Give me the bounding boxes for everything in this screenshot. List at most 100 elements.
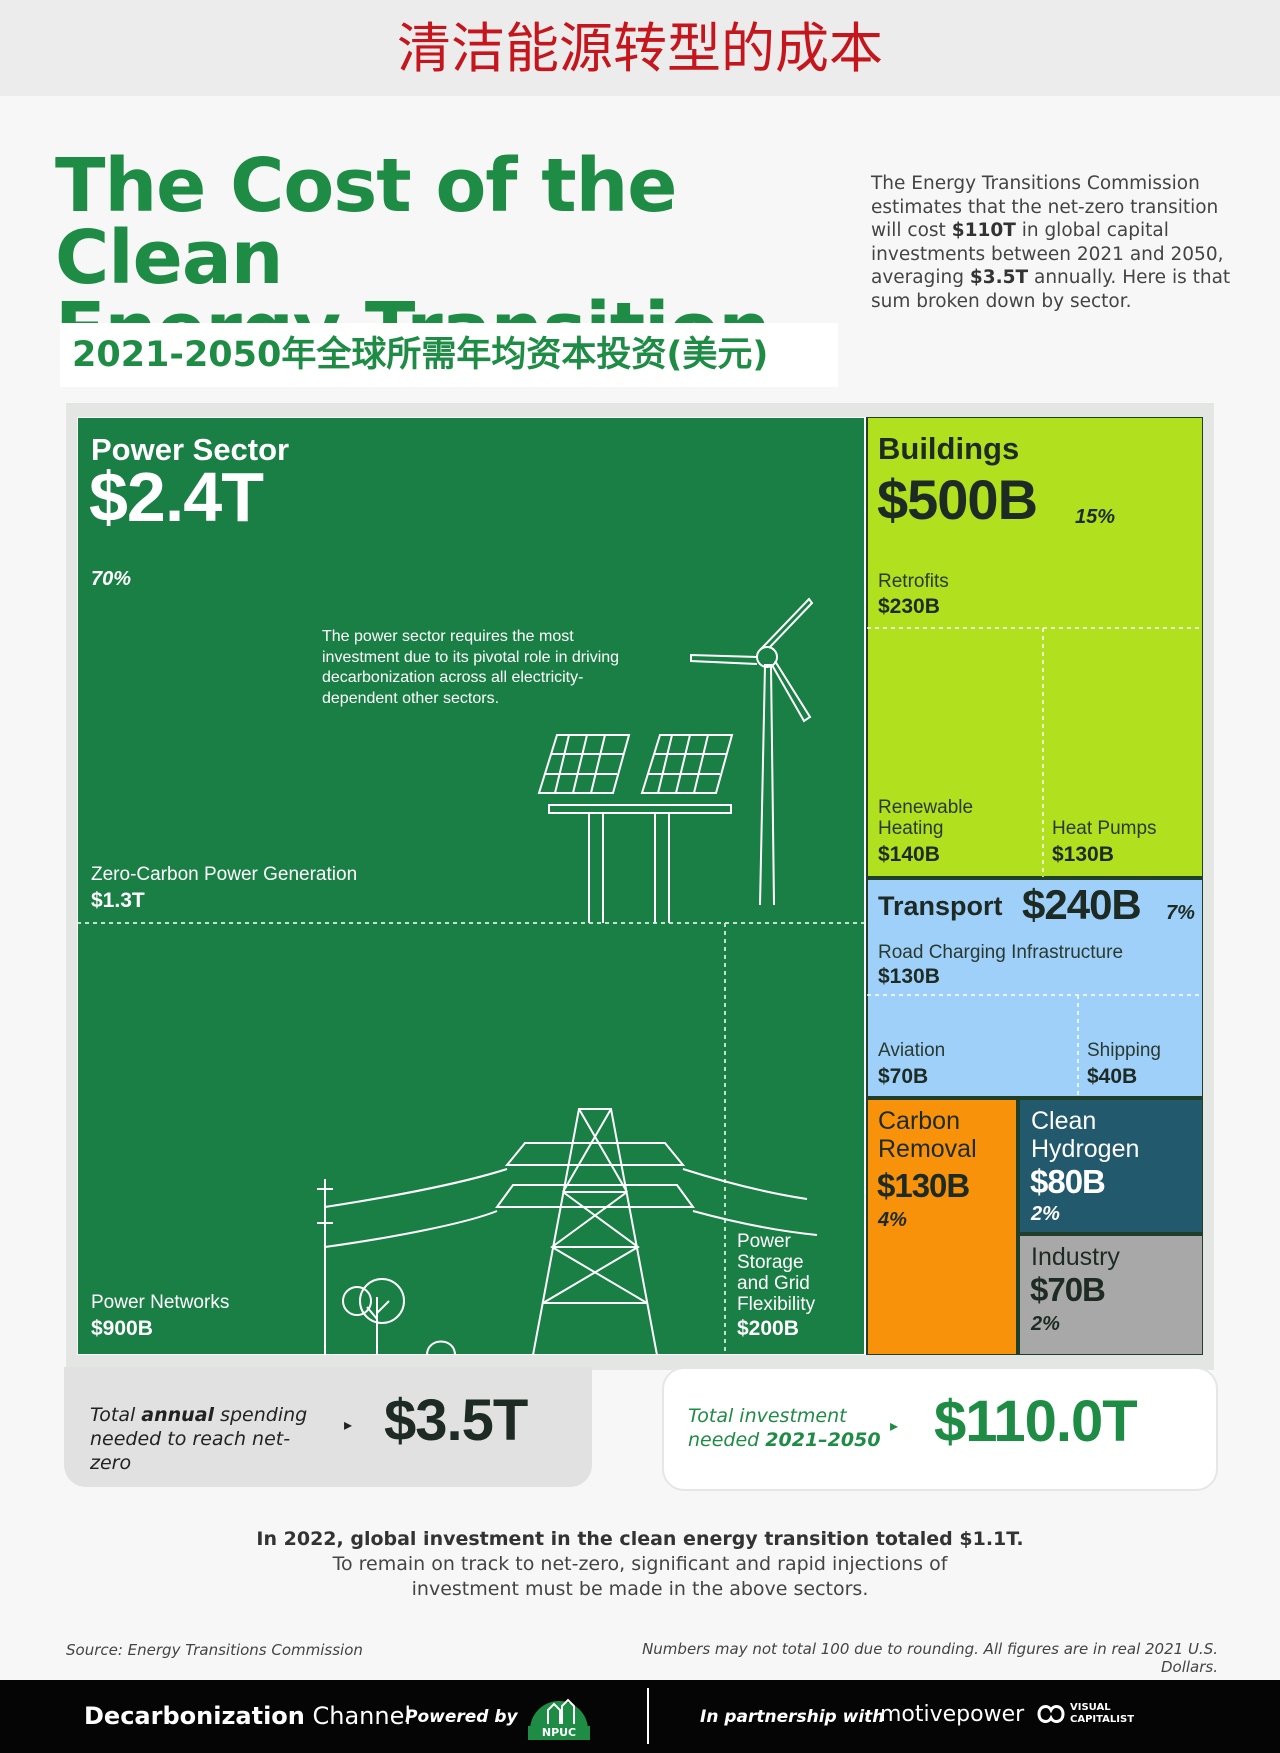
power-storage-name-3: and Grid bbox=[737, 1273, 810, 1294]
aviation-name: Aviation bbox=[878, 1040, 945, 1061]
chart-subtitle: 2021-2050年全球所需年均资本投资(美元) bbox=[72, 335, 769, 375]
solar-panel-icon bbox=[537, 734, 734, 923]
annual-label-part: Total bbox=[90, 1404, 142, 1426]
clean-hydrogen-tile bbox=[1018, 1098, 1203, 1234]
vc-line2: CAPITALIST bbox=[1070, 1714, 1135, 1725]
arrow-right-icon: ▸ bbox=[890, 1416, 899, 1435]
power-storage-name-4: Flexibility bbox=[737, 1294, 816, 1315]
investment-total-panel: Total investment needed 2021–2050 ▸ $110… bbox=[662, 1367, 1218, 1491]
source-note: Source: Energy Transitions Commission bbox=[66, 1641, 363, 1659]
powered-by-label: Powered by bbox=[405, 1707, 518, 1727]
arrow-right-icon: ▸ bbox=[344, 1415, 353, 1434]
industry-share: 2% bbox=[1030, 1313, 1060, 1335]
annual-label-emphasis: annual bbox=[141, 1404, 215, 1426]
partnership-label: In partnership with bbox=[700, 1707, 885, 1727]
carbon-removal-name-1: Carbon bbox=[878, 1107, 960, 1135]
bottom-bar: Decarbonization Channel Powered by NPUC … bbox=[0, 1680, 1280, 1753]
npuc-logo-graphic bbox=[528, 1698, 590, 1740]
npuc-logo: NPUC bbox=[524, 1690, 594, 1742]
buildings-share: 15% bbox=[1075, 506, 1115, 528]
transport-name: Transport bbox=[878, 891, 1003, 921]
investment-label-part: needed bbox=[688, 1429, 766, 1451]
intro-part: in global capital investments between 20… bbox=[871, 220, 1224, 288]
treemap: Power Sector $2.4T 70% The power sector … bbox=[77, 417, 1203, 1355]
power-sector-value: $2.4T bbox=[89, 458, 263, 536]
footer-line3: investment must be made in the above sec… bbox=[411, 1578, 869, 1600]
motivepower-logo: motivepower bbox=[880, 1702, 1025, 1727]
buildings-tile bbox=[866, 417, 1203, 878]
carbon-removal-value: $130B bbox=[877, 1167, 969, 1204]
power-sector-name: Power Sector bbox=[91, 432, 289, 467]
retrofits-name: Retrofits bbox=[878, 571, 949, 592]
clean-hydrogen-name-2: Hydrogen bbox=[1031, 1135, 1139, 1163]
retrofits-value: $230B bbox=[878, 595, 940, 618]
road-charging-value: $130B bbox=[878, 965, 940, 988]
brand-light: Channel bbox=[304, 1702, 412, 1730]
power-sector-description: The power sector requires the most inves… bbox=[322, 628, 620, 707]
bottom-divider bbox=[647, 1688, 649, 1744]
shipping-value: $40B bbox=[1087, 1065, 1137, 1088]
power-sector-tile bbox=[77, 417, 866, 1355]
subdivision-lines bbox=[77, 627, 1203, 1355]
zero-carbon-generation-name: Zero-Carbon Power Generation bbox=[91, 864, 357, 885]
subtitle-box bbox=[60, 323, 838, 387]
clean-hydrogen-share: 2% bbox=[1030, 1203, 1060, 1225]
zero-carbon-generation-value: $1.3T bbox=[91, 889, 145, 912]
intro-part: The Energy Transitions Commission estima… bbox=[871, 173, 1219, 241]
power-networks-value: $900B bbox=[91, 1317, 153, 1340]
investment-label-line1: Total investment bbox=[688, 1405, 847, 1427]
carbon-removal-share: 4% bbox=[877, 1209, 907, 1231]
visual-capitalist-icon bbox=[1036, 1700, 1066, 1728]
shipping-name: Shipping bbox=[1087, 1040, 1161, 1061]
main-title-line1: The Cost of the Clean bbox=[55, 143, 677, 301]
decarbonization-channel-logo: Decarbonization Channel bbox=[84, 1702, 411, 1730]
road-charging-name: Road Charging Infrastructure bbox=[878, 942, 1123, 963]
intro-text: The Energy Transitions Commission estima… bbox=[871, 172, 1231, 313]
buildings-name: Buildings bbox=[878, 431, 1019, 466]
heat-pumps-name: Heat Pumps bbox=[1052, 818, 1157, 839]
power-storage-value: $200B bbox=[737, 1317, 799, 1340]
industry-value: $70B bbox=[1030, 1271, 1105, 1308]
footer-line2: To remain on track to net-zero, signific… bbox=[332, 1553, 948, 1575]
cn-banner bbox=[0, 0, 1280, 96]
power-storage-name-1: Power bbox=[737, 1231, 792, 1252]
chinese-title: 清洁能源转型的成本 bbox=[397, 17, 883, 80]
carbon-removal-tile bbox=[866, 1098, 1018, 1355]
clean-hydrogen-value: $80B bbox=[1030, 1163, 1105, 1200]
buildings-value: $500B bbox=[877, 468, 1037, 531]
power-sector-description-box: The power sector requires the most inves… bbox=[322, 628, 620, 707]
footer-line1: In 2022, global investment in the clean … bbox=[256, 1528, 1024, 1550]
investment-label-years: 2021–2050 bbox=[765, 1429, 881, 1451]
renewable-heating-name-1: Renewable bbox=[878, 797, 973, 818]
intro-annual: $3.5T bbox=[969, 267, 1029, 288]
investment-total-value: $110.0T bbox=[934, 1389, 1138, 1454]
annual-total-label: Total annual spending needed to reach ne… bbox=[90, 1403, 330, 1475]
vc-line1: VISUAL bbox=[1070, 1702, 1111, 1713]
rounding-note: Numbers may not total 100 due to roundin… bbox=[642, 1640, 1218, 1676]
visual-capitalist-logo: VISUAL CAPITALIST bbox=[1070, 1702, 1134, 1726]
industry-name: Industry bbox=[1031, 1243, 1120, 1271]
power-networks-name: Power Networks bbox=[91, 1292, 229, 1313]
intro-part: annually. Here is that sum broken down b… bbox=[871, 267, 1231, 312]
annual-label-part: spending bbox=[214, 1404, 308, 1426]
transport-value: $240B bbox=[1022, 881, 1141, 928]
footer-message: In 2022, global investment in the clean … bbox=[0, 1527, 1280, 1602]
brand-bold: Decarbonization bbox=[84, 1702, 305, 1730]
wind-turbine-icon bbox=[690, 597, 814, 906]
carbon-removal-name-2: Removal bbox=[878, 1135, 977, 1163]
intro-total: $110T bbox=[951, 220, 1016, 241]
npuc-text: NPUC bbox=[541, 1726, 577, 1739]
renewable-heating-value: $140B bbox=[878, 843, 940, 866]
annual-total-panel: Total annual spending needed to reach ne… bbox=[64, 1367, 592, 1487]
industry-tile bbox=[1018, 1234, 1203, 1355]
power-storage-name-2: Storage bbox=[737, 1252, 804, 1273]
aviation-value: $70B bbox=[878, 1065, 928, 1088]
transport-share: 7% bbox=[1166, 902, 1195, 924]
annual-label-line2: needed to reach net-zero bbox=[90, 1428, 291, 1474]
power-sector-share: 70% bbox=[91, 568, 131, 590]
renewable-heating-name-2: Heating bbox=[878, 818, 944, 839]
clean-hydrogen-name-1: Clean bbox=[1031, 1107, 1096, 1135]
investment-total-label: Total investment needed 2021–2050 bbox=[688, 1404, 888, 1452]
transport-tile bbox=[866, 878, 1203, 1098]
transmission-tower-icon bbox=[317, 1108, 818, 1355]
